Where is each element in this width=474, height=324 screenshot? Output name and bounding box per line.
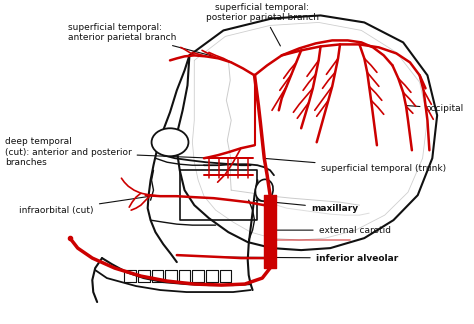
Text: infraorbital (cut): infraorbital (cut) <box>19 197 148 215</box>
Text: maxillary: maxillary <box>255 201 358 213</box>
Ellipse shape <box>152 128 189 156</box>
Text: occipital: occipital <box>406 104 464 113</box>
Text: superficial temporal:
posterior parietal branch: superficial temporal: posterior parietal… <box>206 3 319 46</box>
Text: superficial temporal:
anterior parietal branch: superficial temporal: anterior parietal … <box>68 23 211 56</box>
Polygon shape <box>177 16 437 250</box>
Text: external carotid: external carotid <box>273 226 391 235</box>
Text: inferior alveolar: inferior alveolar <box>224 254 398 262</box>
Text: superficial temporal (trunk): superficial temporal (trunk) <box>265 158 446 173</box>
Ellipse shape <box>255 179 273 201</box>
Text: deep temporal
(cut): anterior and posterior
branches: deep temporal (cut): anterior and poster… <box>5 137 211 167</box>
